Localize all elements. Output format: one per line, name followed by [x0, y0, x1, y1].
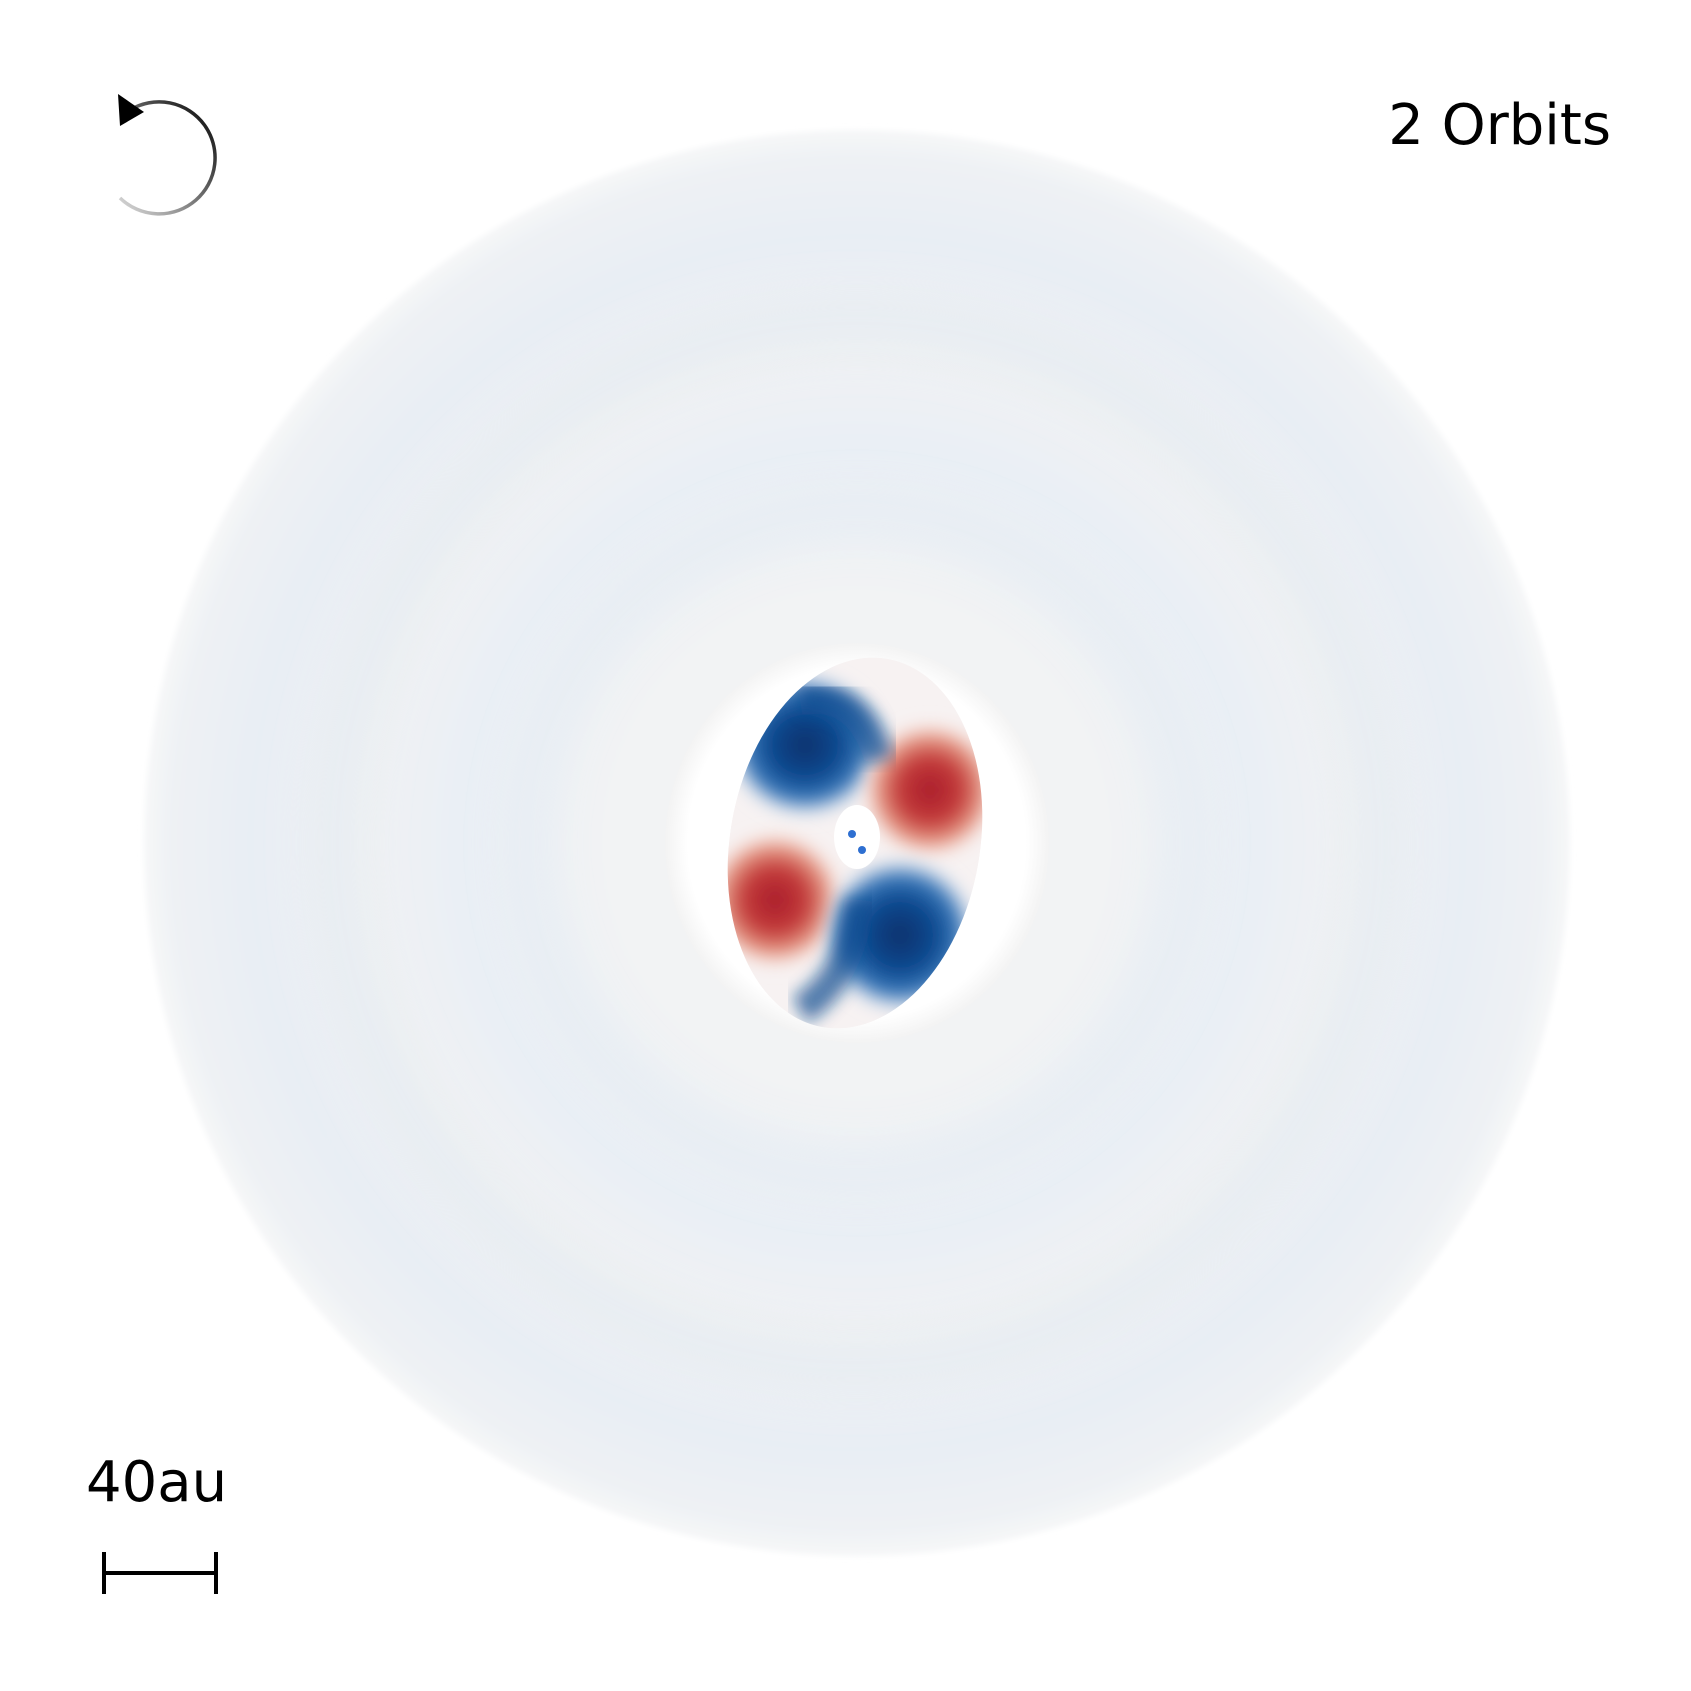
- red-lobe-upper: [860, 720, 1000, 860]
- blue-arm-upper: [797, 683, 895, 765]
- orbit-count-label: 2 Orbits: [1388, 93, 1611, 158]
- scale-bar-icon: [102, 1552, 218, 1594]
- scale-label: 40au: [86, 1450, 228, 1515]
- faint-ring: [507, 493, 1207, 1193]
- counterclockwise-rotation-arrow-icon: [118, 94, 217, 216]
- central-cavity: [834, 805, 880, 869]
- star-primary: [848, 830, 856, 838]
- star-secondary: [858, 846, 866, 854]
- red-lobe-lower: [705, 830, 845, 970]
- faint-ring-2: [307, 293, 1407, 1393]
- blue-arm-lower: [791, 897, 875, 1023]
